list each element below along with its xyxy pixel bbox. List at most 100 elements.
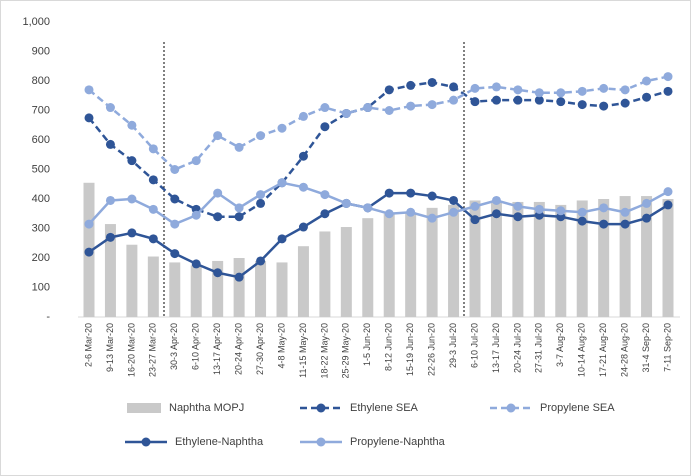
marker bbox=[127, 120, 137, 130]
bar bbox=[340, 227, 352, 317]
x-tick-label: 10-14 Aug-20 bbox=[577, 323, 587, 377]
marker bbox=[663, 187, 673, 197]
marker bbox=[470, 215, 480, 225]
y-tick-label: - bbox=[46, 311, 50, 323]
bar bbox=[233, 258, 245, 317]
marker bbox=[663, 200, 673, 210]
marker bbox=[620, 219, 630, 229]
line bbox=[88, 181, 669, 226]
marker bbox=[406, 188, 416, 198]
y-tick-label: 500 bbox=[32, 163, 50, 175]
marker bbox=[298, 222, 308, 232]
legend-label: Propylene-Naphtha bbox=[350, 436, 446, 448]
legend-marker bbox=[141, 437, 151, 447]
x-tick-label: 20-24 Apr-20 bbox=[233, 323, 243, 375]
marker bbox=[277, 123, 287, 133]
bar bbox=[405, 212, 417, 317]
marker bbox=[384, 85, 394, 95]
marker bbox=[127, 228, 137, 238]
marker bbox=[213, 212, 223, 222]
y-tick-label: 200 bbox=[32, 252, 50, 264]
marker bbox=[556, 206, 566, 216]
marker bbox=[191, 259, 201, 269]
marker bbox=[213, 131, 223, 141]
marker bbox=[234, 212, 244, 222]
bar bbox=[276, 262, 288, 317]
bar bbox=[662, 199, 674, 317]
bar bbox=[448, 204, 460, 317]
x-tick-label: 13-17 Jul-20 bbox=[491, 323, 501, 373]
marker bbox=[148, 175, 158, 185]
marker bbox=[406, 80, 416, 90]
x-tick-label: 6-10 Jul-20 bbox=[469, 323, 479, 368]
marker bbox=[406, 207, 416, 217]
marker bbox=[191, 210, 201, 220]
marker bbox=[105, 139, 115, 149]
bar bbox=[533, 201, 545, 317]
marker bbox=[234, 203, 244, 213]
marker bbox=[234, 142, 244, 152]
marker bbox=[127, 156, 137, 166]
marker bbox=[620, 98, 630, 108]
marker bbox=[170, 165, 180, 174]
marker bbox=[84, 85, 94, 95]
bar bbox=[555, 204, 567, 317]
bar bbox=[576, 200, 588, 317]
marker bbox=[213, 188, 223, 198]
line bbox=[88, 75, 669, 171]
x-tick-label: 30-3 Apr-20 bbox=[169, 323, 179, 370]
y-tick-label: 400 bbox=[32, 193, 50, 205]
x-tick-label: 4-8 May-20 bbox=[276, 323, 286, 369]
marker bbox=[384, 209, 394, 219]
marker bbox=[277, 178, 287, 188]
bar bbox=[104, 224, 116, 317]
y-tick-label: 900 bbox=[32, 45, 50, 57]
marker bbox=[513, 85, 523, 95]
marker bbox=[427, 191, 437, 201]
marker bbox=[105, 103, 115, 113]
marker bbox=[105, 195, 115, 205]
marker bbox=[491, 95, 501, 105]
legend-marker bbox=[316, 403, 326, 413]
marker bbox=[513, 212, 523, 222]
bar bbox=[297, 246, 309, 317]
marker bbox=[577, 207, 587, 217]
marker bbox=[170, 194, 180, 204]
bar bbox=[147, 256, 159, 317]
marker bbox=[256, 131, 266, 141]
marker bbox=[256, 198, 266, 208]
y-tick-label: 100 bbox=[32, 281, 50, 293]
marker bbox=[148, 204, 158, 214]
marker bbox=[620, 207, 630, 217]
legend-swatch bbox=[127, 403, 161, 413]
x-tick-label: 9-13 Mar-20 bbox=[105, 323, 115, 372]
marker bbox=[84, 219, 94, 229]
legend-label: Ethylene-Naphtha bbox=[175, 436, 264, 448]
bar bbox=[255, 260, 267, 317]
marker bbox=[449, 95, 459, 105]
marker bbox=[363, 103, 373, 113]
marker bbox=[234, 272, 244, 282]
marker bbox=[470, 97, 480, 107]
marker bbox=[599, 203, 609, 213]
legend-label: Propylene SEA bbox=[540, 402, 615, 414]
y-tick-label: 800 bbox=[32, 75, 50, 87]
marker bbox=[491, 82, 501, 92]
marker bbox=[534, 88, 544, 98]
marker bbox=[341, 198, 351, 208]
marker bbox=[213, 268, 223, 278]
x-tick-label: 6-10 Apr-20 bbox=[191, 323, 201, 370]
y-tick-label: 600 bbox=[32, 134, 50, 146]
marker bbox=[127, 194, 137, 204]
marker bbox=[577, 216, 587, 226]
marker bbox=[298, 111, 308, 121]
marker bbox=[577, 100, 587, 110]
marker bbox=[256, 256, 266, 266]
bar bbox=[598, 199, 610, 317]
y-tick-label: 1,000 bbox=[22, 16, 50, 28]
bar bbox=[212, 260, 224, 317]
y-tick-label: 700 bbox=[32, 104, 50, 116]
x-tick-label: 11-15 May-20 bbox=[298, 323, 308, 378]
marker bbox=[513, 201, 523, 211]
bar bbox=[190, 265, 202, 317]
